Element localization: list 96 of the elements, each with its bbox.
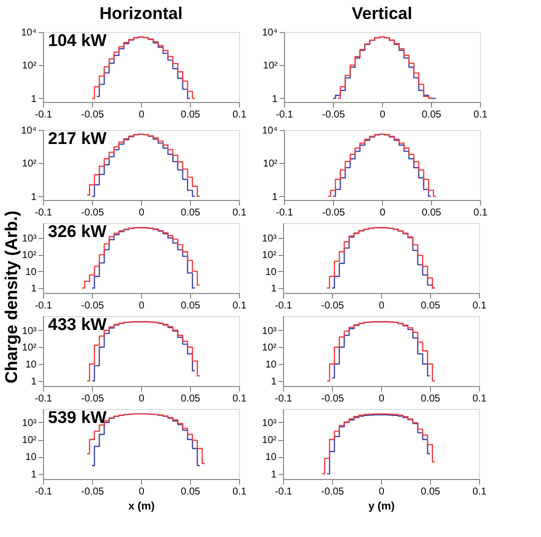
x-tick-label: -0.1 [276, 208, 294, 218]
x-tick-label: -0.05 [321, 300, 344, 312]
x-tick-label: -0.05 [322, 208, 346, 218]
x-tick-label: 0.1 [232, 486, 247, 498]
chart-title: Horizontal [99, 4, 183, 23]
x-tick-label: 0 [138, 110, 145, 120]
x-tick-label: 0.1 [232, 208, 247, 218]
y-tick-label: 10² [262, 435, 278, 446]
x-tick-label: 0.1 [474, 110, 488, 120]
y-tick-label: 10³ [262, 326, 278, 337]
y-tick-label: 1 [272, 94, 278, 105]
x-tick-label: 0 [138, 394, 145, 404]
x-tick-label: 0.05 [420, 394, 441, 404]
x-tick-label: 0.05 [422, 110, 442, 120]
x-tick-label: -0.05 [321, 486, 344, 498]
y-tick-label: 10 [25, 266, 37, 278]
y-tick-label: 10 [265, 266, 277, 278]
y-tick-label: 10⁴ [262, 28, 278, 38]
y-tick-label: 10² [22, 342, 38, 354]
x-tick-label: 0.1 [232, 300, 247, 312]
x-tick-label: 0.05 [420, 486, 441, 498]
x-tick-label: -0.05 [81, 394, 104, 404]
y-tick-label: 10⁴ [21, 126, 36, 136]
y-tick-label: 1 [30, 192, 37, 203]
annotation: 326 kW [48, 222, 108, 241]
x-tick-label: 0.1 [472, 486, 487, 498]
y-tick-label: 1 [30, 283, 37, 294]
y-tick-label: 10³ [22, 418, 38, 429]
x-tick-label: -0.05 [81, 208, 104, 218]
x-tick-label: 0.05 [420, 300, 441, 312]
y-tick-label: 10 [25, 452, 37, 464]
x-tick-label: 0 [378, 300, 385, 312]
y-tick-label: 10² [263, 158, 278, 170]
annotation: 433 kW [48, 315, 108, 334]
y-tick-label: 10 [265, 452, 277, 464]
y-tick-label: 10² [22, 60, 38, 72]
y-tick-label: 10² [262, 342, 278, 354]
x-tick-label: -0.05 [322, 110, 346, 120]
x-tick-label: 0.05 [180, 394, 201, 404]
y-axis-title: Charge density (Arb.) [2, 210, 21, 384]
x-tick-label: 0.05 [180, 300, 201, 312]
y-tick-label: 1 [30, 376, 37, 388]
y-tick-label: 10² [22, 158, 38, 170]
y-tick-label: 10³ [22, 234, 38, 245]
x-tick-label: 0.05 [422, 208, 442, 218]
x-axis-title: x (m) [128, 500, 155, 512]
y-tick-label: 10³ [262, 234, 278, 245]
x-tick-label: -0.1 [34, 300, 53, 312]
x-tick-label: 0.1 [472, 394, 487, 404]
y-tick-label: 1 [270, 283, 277, 294]
annotation: 104 kW [48, 31, 108, 50]
x-tick-label: 0.1 [232, 394, 247, 404]
x-tick-label: -0.1 [34, 486, 53, 498]
annotation: 217 kW [48, 129, 108, 148]
y-tick-label: 1 [270, 376, 277, 388]
y-tick-label: 10³ [262, 418, 278, 429]
x-tick-label: -0.1 [34, 208, 53, 218]
x-tick-label: 0.05 [180, 110, 201, 120]
x-tick-label: 0.1 [472, 300, 487, 312]
y-tick-label: 10² [263, 60, 278, 72]
x-tick-label: 0 [378, 486, 385, 498]
x-tick-label: 0.05 [180, 208, 201, 218]
x-tick-label: -0.1 [274, 300, 293, 312]
x-tick-label: 0.1 [232, 110, 247, 120]
chart-title: Vertical [352, 4, 412, 23]
x-tick-label: -0.1 [34, 394, 53, 404]
x-tick-label: -0.05 [81, 300, 104, 312]
x-tick-label: -0.05 [81, 486, 104, 498]
y-tick-label: 1 [30, 469, 37, 480]
x-tick-label: 0 [138, 208, 145, 218]
x-tick-label: 0.1 [474, 208, 488, 218]
y-tick-label: 1 [30, 94, 37, 105]
y-tick-label: 10 [25, 360, 37, 371]
y-tick-label: 1 [270, 469, 277, 480]
x-tick-label: 0 [138, 486, 145, 498]
y-tick-label: 10² [262, 250, 278, 262]
x-tick-label: -0.1 [274, 394, 293, 404]
x-tick-label: 0 [138, 300, 145, 312]
y-tick-label: 10 [265, 360, 277, 371]
x-tick-label: -0.1 [276, 110, 294, 120]
y-tick-label: 10⁴ [21, 28, 36, 38]
y-tick-label: 10³ [22, 326, 38, 337]
x-tick-label: 0.05 [180, 486, 201, 498]
x-tick-label: -0.1 [34, 110, 53, 120]
x-tick-label: 0 [378, 394, 385, 404]
annotation: 539 kW [48, 408, 108, 427]
y-tick-label: 10² [22, 250, 38, 262]
x-tick-label: 0 [380, 110, 386, 120]
y-tick-label: 10⁴ [262, 126, 278, 136]
x-axis-title: y (m) [368, 500, 395, 512]
y-tick-label: 1 [272, 192, 278, 203]
y-tick-label: 10² [22, 435, 38, 446]
x-tick-label: 0 [380, 208, 386, 218]
x-tick-label: -0.1 [274, 486, 293, 498]
x-tick-label: -0.05 [321, 394, 344, 404]
x-tick-label: -0.05 [81, 110, 104, 120]
